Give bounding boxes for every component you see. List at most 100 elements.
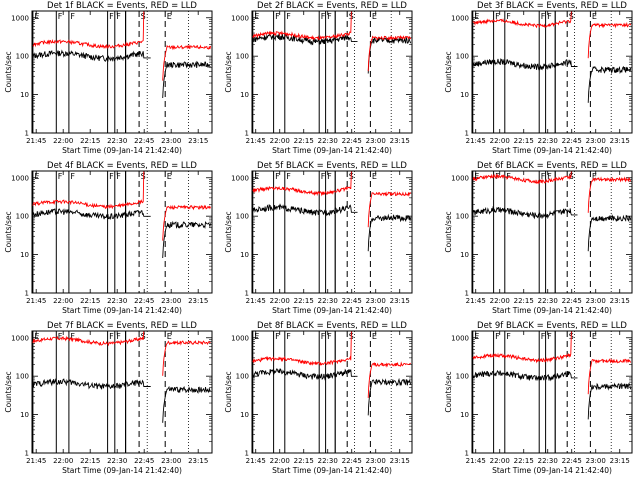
lld-series-line [472, 330, 632, 395]
marker-label: F [116, 172, 121, 181]
x-tick-label: 22:15 [80, 457, 100, 465]
marker-label: F [327, 172, 332, 181]
x-tick-label: 22:30 [107, 297, 127, 305]
x-tick-label: 22:15 [80, 137, 100, 145]
x-tick-label: 22:00 [270, 137, 290, 145]
marker-label: F [286, 12, 291, 21]
lld-series-line [32, 10, 212, 81]
marker-label: F [321, 12, 326, 21]
y-tick-label: 10 [20, 91, 29, 99]
x-tick-label: 23:00 [586, 297, 606, 305]
y-axis-label: Counts/sec [224, 211, 233, 252]
plot-frame [31, 170, 213, 294]
x-tick-label: 23:00 [586, 457, 606, 465]
x-tick-label: 23:15 [390, 297, 410, 305]
y-tick-label: 1000 [231, 334, 249, 342]
plot-frame [251, 170, 413, 294]
marker-label: E [34, 12, 39, 21]
x-tick-label: 22:15 [514, 137, 534, 145]
y-tick-label: 100 [236, 373, 249, 381]
y-tick-label: 1 [245, 290, 249, 298]
marker-label: F [495, 12, 500, 21]
x-tick-label: 22:30 [318, 137, 338, 145]
x-tick-label: 22:15 [514, 297, 534, 305]
lld-series-line [252, 330, 411, 398]
events-series-line [472, 370, 632, 420]
y-tick-label: 1 [245, 130, 249, 138]
y-tick-label: 10 [460, 411, 469, 419]
marker-label: F [541, 332, 546, 341]
x-tick-label: 22:15 [294, 137, 314, 145]
y-tick-label: 10 [460, 91, 469, 99]
y-tick-label: 1 [465, 290, 469, 298]
x-tick-label: 22:45 [342, 297, 362, 305]
x-tick-label: 22:15 [514, 457, 534, 465]
y-tick-label: 10 [240, 91, 249, 99]
x-tick-label: 21:45 [246, 297, 266, 305]
x-tick-label: 22:45 [134, 137, 154, 145]
marker-label: F [327, 332, 332, 341]
x-tick-label: 22:45 [134, 457, 154, 465]
panel-title: Det 5f BLACK = Events, RED = LLD [257, 161, 407, 171]
marker-label: F [70, 332, 75, 341]
panel-det-3f: Det 3f BLACK = Events, RED = LLD Counts/s… [444, 1, 633, 155]
panel-title: Det 4f BLACK = Events, RED = LLD [47, 161, 197, 171]
y-tick-label: 100 [456, 53, 469, 61]
plot-frame [471, 330, 633, 454]
y-axis-label: Counts/sec [4, 211, 13, 252]
panel-title: Det 7f BLACK = Events, RED = LLD [47, 321, 197, 331]
x-tick-label: 23:15 [390, 137, 410, 145]
y-tick-label: 1000 [11, 334, 29, 342]
marker-label: E [474, 12, 479, 21]
x-tick-label: 23:15 [610, 137, 630, 145]
x-tick-label: 23:15 [188, 137, 208, 145]
y-tick-label: 100 [16, 53, 29, 61]
x-tick-label: 21:45 [466, 297, 486, 305]
marker-label: F [109, 332, 114, 341]
panel-det-2f: Det 2f BLACK = Events, RED = LLD Counts/s… [224, 1, 413, 155]
x-tick-label: 22:30 [107, 457, 127, 465]
y-tick-label: 1 [465, 450, 469, 458]
x-tick-label: 23:00 [161, 457, 181, 465]
x-tick-label: 22:15 [294, 457, 314, 465]
x-axis-label: Start Time (09-Jan-14 21:42:40) [62, 306, 182, 315]
marker-label: E [34, 172, 39, 181]
x-tick-label: 22:00 [270, 457, 290, 465]
y-axis-label: Counts/sec [4, 51, 13, 92]
x-tick-label: 23:00 [586, 137, 606, 145]
y-tick-label: 100 [456, 373, 469, 381]
marker-label: F [116, 12, 121, 21]
events-series-line [472, 205, 632, 252]
y-tick-label: 1 [245, 450, 249, 458]
x-tick-label: 22:00 [53, 457, 73, 465]
y-tick-label: 10 [460, 251, 469, 259]
plot-frame [251, 10, 413, 134]
x-tick-label: 21:45 [26, 457, 46, 465]
y-tick-label: 1 [465, 130, 469, 138]
y-tick-label: 1000 [11, 14, 29, 22]
marker-label: F [58, 12, 63, 21]
events-series-line [252, 203, 412, 252]
y-axis-label: Counts/sec [4, 371, 13, 412]
marker-label: F [275, 332, 280, 341]
y-tick-label: 100 [236, 213, 249, 221]
panel-det-5f: Det 5f BLACK = Events, RED = LLD Counts/s… [224, 161, 413, 315]
x-tick-label: 22:00 [53, 137, 73, 145]
y-tick-label: 100 [16, 213, 29, 221]
panel-title: Det 3f BLACK = Events, RED = LLD [477, 1, 627, 11]
x-tick-label: 22:00 [490, 137, 510, 145]
y-tick-label: 100 [456, 213, 469, 221]
panel-det-8f: Det 8f BLACK = Events, RED = LLD Counts/s… [224, 321, 413, 475]
y-tick-label: 1 [25, 290, 29, 298]
y-tick-label: 1000 [231, 174, 249, 182]
panel-title: Det 2f BLACK = Events, RED = LLD [257, 1, 407, 11]
x-tick-label: 22:30 [318, 457, 338, 465]
y-tick-label: 100 [16, 373, 29, 381]
events-series-line [32, 49, 211, 99]
events-series-line [252, 33, 412, 74]
x-tick-label: 22:15 [294, 297, 314, 305]
x-tick-label: 22:30 [538, 457, 558, 465]
x-tick-label: 21:45 [246, 457, 266, 465]
events-series-line [252, 368, 412, 416]
panel-det-1f: Det 1f BLACK = Events, RED = LLD Counts/s… [4, 1, 213, 155]
